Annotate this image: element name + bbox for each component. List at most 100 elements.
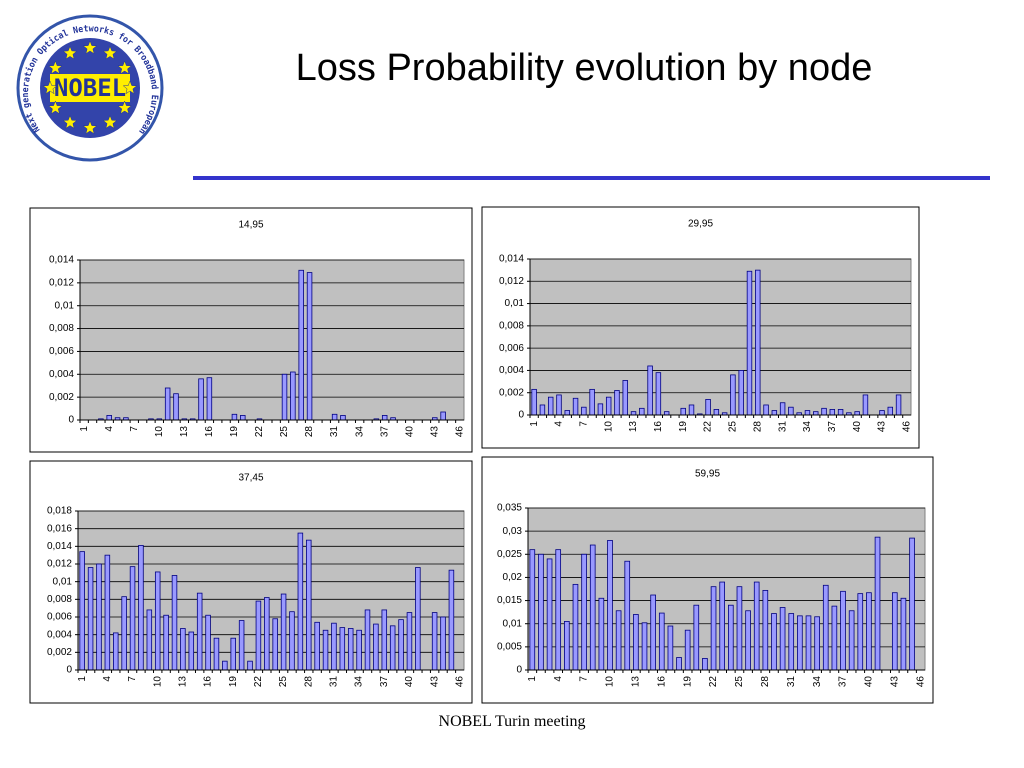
logo-star <box>117 60 132 75</box>
x-tick-label: 28 <box>752 421 763 433</box>
bar <box>624 560 631 671</box>
bar <box>255 600 262 671</box>
bar <box>688 404 695 416</box>
x-tick-label: 22 <box>253 676 264 688</box>
bar <box>572 583 579 671</box>
bar <box>555 549 562 671</box>
bar <box>633 614 639 671</box>
bar <box>589 544 596 671</box>
x-tick-label: 37 <box>379 676 390 688</box>
bar <box>736 586 743 671</box>
x-tick-label: 10 <box>605 676 616 688</box>
x-tick-label: 4 <box>102 676 113 682</box>
bar <box>146 609 153 671</box>
logo-star <box>62 114 78 129</box>
bar <box>529 549 536 671</box>
x-tick-label: 34 <box>812 676 823 688</box>
bar <box>693 604 700 671</box>
bar <box>173 393 179 421</box>
x-tick-label: 34 <box>802 421 813 433</box>
x-tick-label: 34 <box>354 676 365 688</box>
bar <box>814 616 820 671</box>
y-tick-label: 0,015 <box>497 595 522 606</box>
bar <box>154 571 161 671</box>
y-tick-label: 0,014 <box>49 255 74 266</box>
bar <box>538 553 544 671</box>
bar <box>231 413 238 421</box>
y-tick-label: 0,012 <box>49 277 74 288</box>
chart-title: 37,45 <box>238 473 263 484</box>
bar <box>857 593 864 671</box>
x-tick-label: 43 <box>429 426 440 438</box>
bar <box>647 365 653 416</box>
bar <box>730 374 736 416</box>
bar <box>96 563 102 671</box>
bar <box>607 540 613 671</box>
bar <box>779 402 786 416</box>
bar <box>641 622 648 671</box>
bar <box>614 390 620 416</box>
bar <box>727 604 734 671</box>
chart-title: 14,95 <box>238 220 263 231</box>
y-tick-label: 0,005 <box>497 641 522 652</box>
bar <box>331 622 337 671</box>
bar <box>297 532 304 671</box>
bar <box>710 586 717 671</box>
bar <box>848 610 855 671</box>
bar <box>719 581 726 671</box>
bar <box>171 575 178 671</box>
chart-title: 29,95 <box>688 219 713 230</box>
x-tick-label: 19 <box>229 426 240 438</box>
y-tick-label: 0,004 <box>47 629 72 640</box>
bar <box>705 398 711 416</box>
bar <box>198 378 204 421</box>
y-tick-label: 0,004 <box>49 369 74 380</box>
chart: 29,95 0 0,002 0,004 0,006 0,008 0,01 0,012 0,014… <box>481 206 920 449</box>
bar <box>658 612 665 671</box>
bar <box>188 631 195 671</box>
bar <box>121 596 127 671</box>
bar <box>196 592 203 671</box>
bar <box>347 628 354 671</box>
x-tick-label: 25 <box>734 676 745 688</box>
y-tick-label: 0,014 <box>499 254 524 265</box>
x-tick-label: 22 <box>708 676 719 688</box>
bar <box>564 621 570 671</box>
logo-star <box>48 60 63 75</box>
bar <box>630 411 637 416</box>
y-tick-label: 0,002 <box>47 647 72 658</box>
plot-area <box>529 258 912 416</box>
x-tick-label: 13 <box>631 676 642 688</box>
bar <box>797 615 803 671</box>
bar <box>79 551 85 671</box>
bar <box>854 411 860 416</box>
bar <box>771 613 777 671</box>
y-tick-label: 0,025 <box>497 549 522 560</box>
bar <box>650 594 656 671</box>
x-tick-label: 40 <box>404 426 415 438</box>
x-tick-label: 22 <box>254 426 265 438</box>
y-tick-label: 0 <box>66 665 72 676</box>
bar <box>213 637 220 671</box>
bar <box>639 407 645 416</box>
x-tick-label: 37 <box>838 676 849 688</box>
bar <box>753 581 760 671</box>
bar <box>755 269 761 416</box>
y-tick-label: 0,008 <box>499 320 524 331</box>
bar <box>373 623 379 671</box>
logo-star <box>122 80 138 95</box>
bar <box>589 388 595 416</box>
bar <box>895 394 902 416</box>
plot-area <box>527 507 926 671</box>
bar <box>788 613 795 671</box>
bar <box>356 629 362 671</box>
x-tick-label: 46 <box>454 676 465 688</box>
bar <box>763 404 769 416</box>
plot-area <box>77 510 465 671</box>
y-tick-label: 0,008 <box>49 323 74 334</box>
bar <box>702 658 708 671</box>
bar <box>247 660 253 671</box>
bar <box>771 410 778 416</box>
bar <box>381 609 388 671</box>
